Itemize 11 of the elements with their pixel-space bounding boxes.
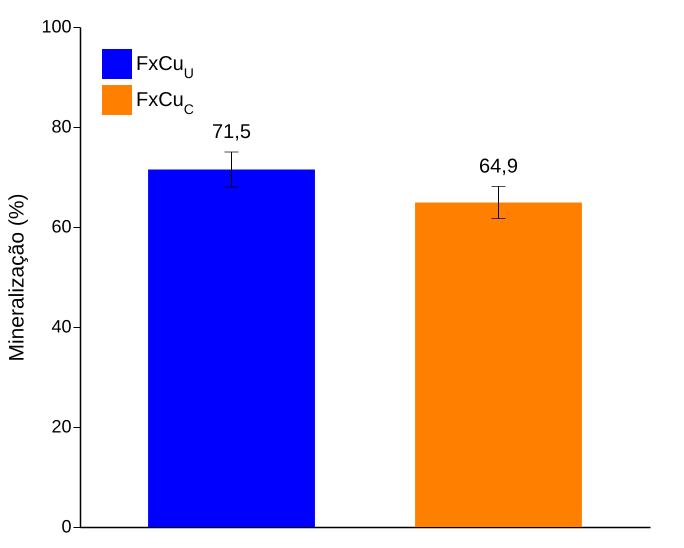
y-tick-label: 40 — [51, 316, 72, 336]
legend-label: FxCu$_{U}$ — [136, 53, 194, 81]
y-tick-label: 60 — [51, 216, 72, 236]
data-label: 71,5 — [212, 121, 251, 143]
y-tick-label: 20 — [51, 416, 72, 436]
legend-label: FxCu$_{C}$ — [136, 89, 194, 117]
y-tick-label: 80 — [51, 116, 72, 136]
data-label: 64,9 — [479, 156, 518, 178]
y-axis-title: Mineralização (%) — [5, 193, 28, 362]
y-tick-label: 0 — [61, 516, 72, 536]
y-tick-label: 100 — [41, 16, 72, 36]
